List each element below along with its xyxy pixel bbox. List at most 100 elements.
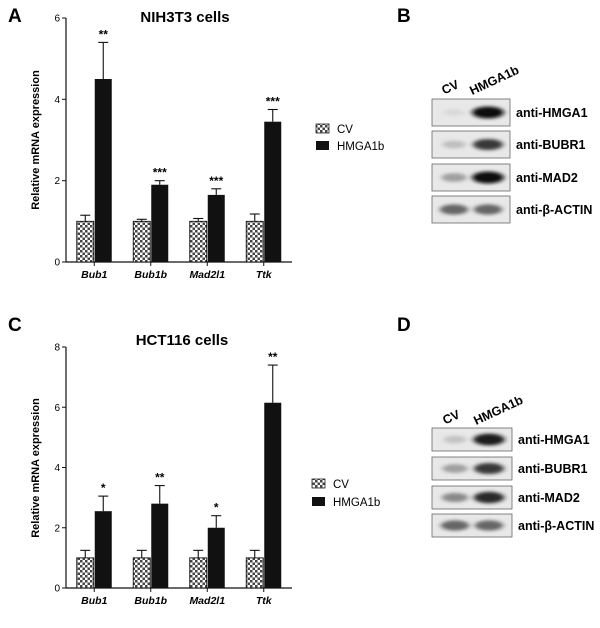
blot-b-antibody-label: anti-β-ACTIN	[516, 203, 592, 217]
chart-a-y-tick-label: 0	[54, 258, 60, 269]
chart-c-significance-mark: *	[101, 481, 106, 495]
chart-a-significance-mark: ***	[266, 95, 280, 109]
legend-label-cv: CV	[337, 124, 353, 136]
blot-d-band	[443, 435, 467, 444]
chart-a-bar-cv	[245, 220, 264, 263]
legend-swatch-cv	[315, 123, 330, 134]
chart-a-category-label: Mad2l1	[189, 269, 225, 281]
chart-a-significance-mark: ***	[153, 166, 167, 180]
chart-a-bar-cv	[76, 220, 95, 263]
blot-d-band	[473, 462, 505, 475]
blot-b-lane-hmga1b: HMGA1b	[467, 63, 521, 98]
chart-c-bars: 0 2 4 6 8 Bub1 * Bub1b ** Mad2l1 * Ttk **	[54, 343, 292, 607]
chart-a-category-label: Bub1	[81, 269, 107, 281]
blot-d-membrane	[431, 485, 513, 510]
chart-a-significance-mark: **	[99, 27, 109, 41]
blot-b-antibody-label: anti-MAD2	[516, 171, 578, 185]
chart-a-bars: 0 2 4 6 Bub1 ** Bub1b *** Mad2l1 *** Ttk ***	[54, 14, 292, 281]
chart-c-y-tick-label: 6	[54, 403, 60, 414]
chart-a-bar-hmga1b	[151, 184, 169, 262]
chart-c-bar-cv	[76, 557, 95, 589]
blot-d-band	[442, 464, 468, 473]
chart-c-category-label: Bub1	[81, 595, 107, 607]
panel-letter-b: B	[397, 6, 411, 27]
blot-b-band	[472, 106, 504, 119]
blot-d-band	[473, 491, 505, 504]
legend-swatch-hmga1b	[312, 497, 325, 506]
blot-d-band	[473, 433, 505, 446]
chart-a-bar-hmga1b	[264, 121, 282, 262]
chart-c-title: HCT116 cells	[136, 332, 229, 349]
chart-c-significance-mark: **	[155, 471, 165, 485]
chart-c-bar-cv	[245, 557, 264, 589]
blot-d-row: anti-β-ACTIN	[431, 513, 594, 538]
panel-letter-d: D	[397, 315, 411, 336]
chart-a-significance-mark: ***	[209, 174, 223, 188]
legend-label-hmga1b: HMGA1b	[333, 497, 380, 509]
chart-c-legend: CV HMGA1b	[311, 478, 380, 509]
western-blot-d: CV HMGA1b anti-HMGA1anti-BUBR1anti-MAD2a…	[431, 393, 594, 538]
blot-b-row: anti-HMGA1	[431, 98, 588, 127]
chart-c-significance-mark: *	[214, 501, 219, 515]
blot-d-lane-hmga1b: HMGA1b	[471, 393, 525, 428]
chart-a: NIH3T3 cells Relative mRNA expression 0 2…	[30, 9, 384, 281]
chart-c-bar-hmga1b	[264, 402, 282, 588]
chart-c-category-label: Bub1b	[134, 595, 167, 607]
chart-c: HCT116 cells Relative mRNA expression 0 2…	[30, 332, 380, 607]
chart-c-y-tick-label: 2	[54, 523, 60, 534]
blot-d-band	[440, 520, 470, 531]
chart-c-bar-hmga1b	[151, 503, 169, 588]
chart-c-y-tick-label: 0	[54, 584, 60, 595]
blot-b-lane-cv: CV	[439, 77, 461, 97]
chart-c-bar-cv	[132, 557, 151, 589]
legend-label-hmga1b: HMGA1b	[337, 141, 384, 153]
blot-d-band	[441, 492, 469, 503]
blot-b-band	[439, 204, 469, 215]
chart-a-ylabel: Relative mRNA expression	[30, 70, 42, 210]
chart-a-title: NIH3T3 cells	[140, 9, 229, 26]
panel-letter-c: C	[8, 315, 22, 336]
chart-a-category-label: Ttk	[256, 269, 273, 281]
blot-b-antibody-label: anti-HMGA1	[516, 106, 588, 120]
blot-d-membrane	[431, 427, 513, 452]
blot-b-row: anti-β-ACTIN	[431, 195, 592, 224]
blot-b-row: anti-MAD2	[431, 163, 578, 192]
chart-c-bar-hmga1b	[207, 527, 225, 588]
panel-letter-a: A	[8, 6, 22, 27]
western-blot-b: CV HMGA1b anti-HMGA1anti-BUBR1anti-MAD2a…	[431, 63, 592, 224]
chart-a-bar-hmga1b	[94, 79, 112, 262]
chart-c-ylabel: Relative mRNA expression	[30, 398, 42, 538]
blot-d-row: anti-MAD2	[431, 485, 580, 510]
blot-b-antibody-label: anti-BUBR1	[516, 138, 585, 152]
blot-d-row: anti-BUBR1	[431, 456, 587, 481]
chart-a-legend: CV HMGA1b	[315, 123, 384, 153]
legend-swatch-hmga1b	[316, 141, 329, 150]
blot-b-band	[442, 140, 466, 149]
chart-c-y-tick-label: 8	[54, 343, 60, 354]
chart-a-y-tick-label: 6	[54, 14, 60, 25]
chart-a-category-label: Bub1b	[134, 269, 167, 281]
blot-d-membrane	[431, 513, 513, 538]
blot-b-band	[472, 171, 504, 184]
chart-a-bar-hmga1b	[207, 194, 225, 262]
blot-d-row: anti-HMGA1	[431, 427, 590, 452]
blot-b-row: anti-BUBR1	[431, 130, 585, 159]
blot-b-band	[472, 138, 504, 151]
blot-d-rows: anti-HMGA1 anti-BUBR1 anti-MAD2 anti-β-ACTI…	[431, 427, 594, 538]
chart-a-bar-cv	[132, 220, 151, 263]
chart-a-bar-cv	[189, 220, 208, 263]
chart-c-category-label: Mad2l1	[189, 595, 225, 607]
chart-c-category-label: Ttk	[256, 595, 273, 607]
blot-b-rows: anti-HMGA1 anti-BUBR1 anti-MAD2 anti-β-ACTI…	[431, 98, 592, 224]
chart-c-significance-mark: **	[268, 350, 278, 364]
blot-d-antibody-label: anti-β-ACTIN	[518, 519, 594, 533]
chart-c-bar-hmga1b	[94, 511, 112, 588]
chart-c-y-tick-label: 4	[54, 463, 60, 474]
blot-d-lane-cv: CV	[440, 407, 462, 427]
blot-b-band	[441, 173, 467, 182]
blot-d-band	[474, 520, 504, 531]
chart-c-bar-cv	[189, 557, 208, 589]
blot-b-band	[473, 204, 503, 215]
blot-d-antibody-label: anti-MAD2	[518, 491, 580, 505]
